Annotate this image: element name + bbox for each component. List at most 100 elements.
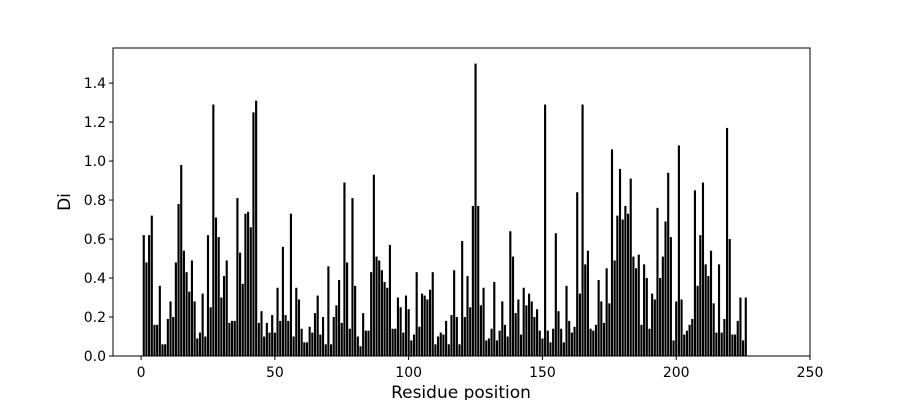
- bar: [402, 332, 405, 356]
- bar: [699, 235, 702, 356]
- bar: [712, 303, 715, 356]
- bar: [487, 338, 490, 356]
- bar: [656, 207, 659, 356]
- bar: [742, 340, 745, 356]
- bar: [354, 285, 357, 356]
- bar: [338, 279, 341, 356]
- bar: [688, 324, 691, 356]
- bar: [182, 250, 185, 356]
- bar: [626, 213, 630, 356]
- bar: [378, 260, 381, 356]
- bar: [297, 299, 301, 356]
- bar: [150, 215, 153, 356]
- bar: [407, 309, 410, 356]
- bar: [161, 344, 164, 356]
- bar: [522, 287, 525, 356]
- bar: [560, 328, 563, 356]
- bar: [375, 256, 378, 356]
- bar: [677, 145, 680, 356]
- bar: [594, 324, 598, 356]
- bar: [209, 307, 212, 356]
- bar: [485, 340, 488, 356]
- bar: [557, 311, 560, 356]
- bar: [356, 336, 359, 356]
- bar: [313, 313, 317, 356]
- bar: [466, 276, 469, 356]
- bar: [608, 303, 611, 356]
- bar: [404, 295, 408, 356]
- bar: [661, 256, 664, 356]
- bar: [659, 278, 662, 356]
- bar: [447, 344, 450, 356]
- bar: [166, 318, 169, 356]
- bar: [498, 330, 501, 356]
- x-tick-label: 0: [137, 365, 146, 381]
- y-tick-label: 1.2: [84, 115, 106, 131]
- bar: [364, 330, 367, 356]
- bar: [565, 285, 568, 356]
- bar: [533, 317, 536, 356]
- bar: [268, 332, 271, 356]
- bar: [675, 301, 678, 356]
- bar: [428, 289, 432, 356]
- bar: [602, 322, 606, 356]
- bar: [362, 313, 365, 356]
- bar: [479, 305, 482, 356]
- bar: [394, 328, 397, 356]
- bar: [415, 272, 418, 356]
- bar: [685, 330, 688, 356]
- bar: [217, 237, 220, 356]
- bar: [265, 322, 268, 356]
- bar: [704, 264, 707, 356]
- bar: [206, 235, 210, 356]
- bar: [225, 260, 228, 356]
- bar: [289, 213, 292, 356]
- bar: [204, 336, 207, 356]
- bar: [396, 297, 400, 356]
- bar: [458, 344, 461, 356]
- bar: [503, 324, 507, 356]
- bar: [715, 332, 718, 356]
- bar: [169, 301, 172, 356]
- bar: [570, 332, 573, 356]
- bar: [544, 104, 547, 356]
- bar: [220, 297, 223, 356]
- bar: [683, 334, 686, 356]
- bar: [423, 295, 426, 356]
- bar: [412, 334, 416, 356]
- bar: [736, 320, 739, 356]
- bar: [731, 334, 734, 356]
- bar: [568, 320, 571, 356]
- bar: [723, 318, 726, 356]
- bar: [311, 332, 314, 356]
- bar: [174, 262, 177, 356]
- bar: [244, 213, 247, 356]
- bar: [554, 233, 557, 356]
- bar: [709, 250, 713, 356]
- x-axis-label: Residue position: [391, 383, 531, 400]
- plot-frame: [112, 47, 811, 357]
- bar: [230, 320, 234, 356]
- y-tick-label: 0.8: [84, 193, 106, 209]
- bar: [434, 344, 437, 356]
- bar: [725, 127, 729, 357]
- bar: [426, 299, 429, 356]
- y-tick-label: 0.6: [84, 232, 106, 248]
- bar: [672, 340, 675, 356]
- bar: [728, 239, 731, 356]
- bar: [247, 211, 250, 356]
- bar: [477, 205, 480, 356]
- bar: [380, 270, 383, 356]
- bar: [616, 215, 619, 356]
- bar: [300, 328, 303, 356]
- bar: [239, 252, 242, 356]
- bar: [546, 330, 549, 356]
- bar: [680, 299, 683, 356]
- bar: [308, 326, 311, 356]
- bar: [536, 309, 539, 356]
- bar: [190, 260, 194, 356]
- bar: [453, 270, 456, 356]
- bar: [519, 334, 523, 356]
- bar: [153, 324, 156, 356]
- bar: [463, 317, 466, 356]
